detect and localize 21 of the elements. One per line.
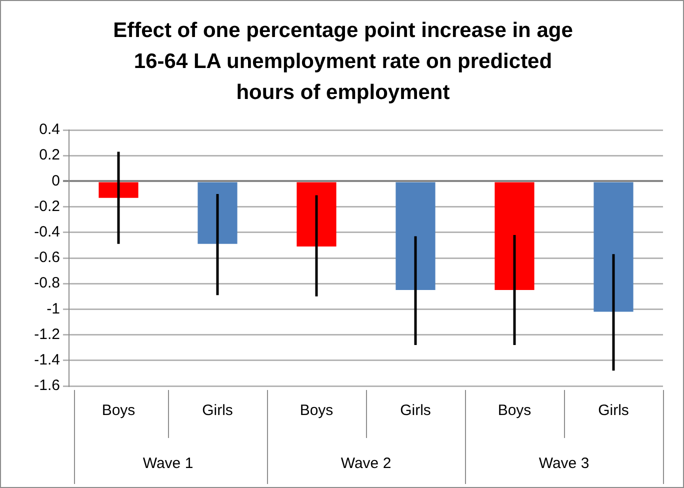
y-tick-label: -0.4 (34, 224, 60, 241)
y-tick-label: 0.4 (39, 121, 60, 138)
y-tick-label: 0.2 (39, 146, 60, 164)
x-tick-label: Boys (300, 402, 334, 420)
y-tick-label: -0.6 (34, 249, 60, 266)
x-tick-label: Girls (400, 402, 431, 420)
y-tick-label: 0 (52, 172, 60, 190)
y-tick-label: -0.2 (34, 198, 60, 215)
x-tick-label: Boys (102, 402, 136, 420)
x-tick-label: Girls (598, 402, 629, 420)
y-tick-label: -1 (46, 300, 60, 318)
y-tick-label: -0.8 (34, 274, 60, 292)
x-tick-label: Girls (202, 402, 233, 420)
text: Wave 3 (538, 455, 590, 472)
text: Wave 1 (142, 455, 194, 472)
y-tick-label: -1.2 (34, 326, 60, 343)
y-tick-label: -1.6 (34, 377, 60, 394)
text: Wave 2 (340, 455, 392, 472)
chart-title: Effect of one percentage point increase in age 16-64 LA unemployment rate on predicted hours of employment (113, 18, 573, 106)
y-tick-label: -1.4 (34, 352, 60, 369)
x-tick-label: Boys (498, 402, 532, 420)
